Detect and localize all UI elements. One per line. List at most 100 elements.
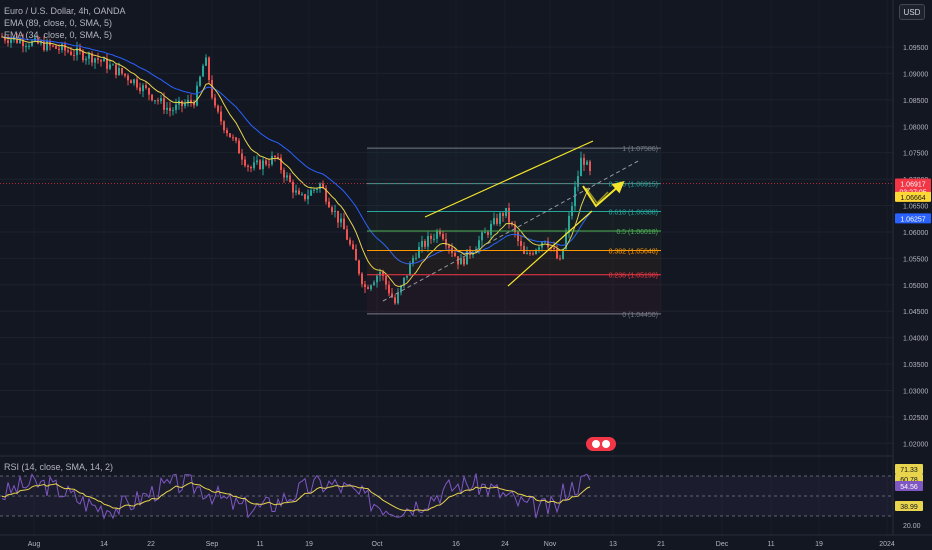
legend-ema34[interactable]: EMA (34, close, 0, SMA, 5) [4,30,113,40]
candle-body [229,133,231,138]
candle-body [412,258,414,264]
rsi-badge [895,501,923,511]
price-tick-label: 1.07500 [903,151,928,158]
fib-level-label: 0.5 (1.06018) [616,229,658,236]
candle-body [118,67,120,75]
candle-body [142,85,144,92]
candle-body [148,87,150,95]
candle-body [175,104,177,111]
fib-level-label: 0.382 (1.05648) [609,249,658,256]
candle-body [481,232,483,241]
time-axis[interactable]: Aug 14 22 Sep 11 19 Oct 16 24 Nov 13 21 Dec 11 19 2024 [0,534,932,548]
candle-body [496,218,498,224]
time-tick-label: 19 [305,541,313,548]
candle-body [190,99,192,103]
candle-body [385,275,387,285]
candle-body [361,273,363,285]
fib-zone [367,250,661,275]
candle-body [127,75,129,81]
candle-body [448,245,450,248]
candle-body [358,260,360,274]
candle-body [334,210,336,212]
candle-body [139,87,141,92]
candle-body [343,218,345,230]
candle-body [271,155,273,165]
candle-body [565,232,567,250]
candle-body [253,162,255,169]
rsi-tick-label: 20.00 [903,523,921,530]
legend-symbol[interactable]: Euro / U.S. Dollar, 4h, OANDA [4,6,126,16]
rsi-badge [895,464,923,474]
candle-body [196,85,198,106]
candle-body [340,218,342,223]
candle-body [31,40,33,46]
candle-body [10,39,12,43]
candle-body [520,241,522,246]
candle-body [328,201,330,208]
candle-body [265,160,267,165]
candle-body [331,207,333,212]
lower-trendline[interactable] [507,210,593,287]
candle-body [505,207,507,217]
economic-event-icon[interactable] [586,437,616,451]
legend-rsi[interactable]: RSI (14, close, SMA, 14, 2) [4,462,114,472]
currency-button[interactable]: USD [899,4,925,20]
candle-body [19,39,21,43]
candle-body [493,218,495,225]
rsi-badge-label: 38.99 [900,504,918,511]
fib-level-label: 1 (1.07586) [622,146,658,153]
time-tick-label: 16 [452,541,460,548]
projection-arrow-secondary[interactable] [585,187,609,205]
projection-arrow[interactable] [582,181,625,208]
rsi-ma-line [1,482,591,512]
time-tick-label: Sep [206,541,219,548]
candle-body [433,238,435,240]
candle-body [241,153,243,160]
candle-body [568,215,570,233]
candle-body [67,50,69,52]
candle-body [250,167,252,169]
candle-body [28,45,30,47]
candle-body [394,297,396,304]
candle-body [430,235,432,239]
candle-body [145,85,147,88]
candle-body [217,105,219,112]
candle-body [244,159,246,166]
candle-body [352,244,354,249]
candle-body [136,79,138,88]
candle-body [232,137,234,139]
candle-body [310,190,312,196]
legend-ema89[interactable]: EMA (89, close, 0, SMA, 5) [4,18,113,28]
upper-trendline[interactable] [424,140,594,218]
rsi-badge [895,481,923,491]
candle-body [7,40,9,43]
drawings[interactable] [382,140,641,302]
fib-zone [367,148,661,184]
candle-body [163,98,165,110]
candle-body [130,80,132,84]
candle-body [379,272,381,276]
candle-body [538,247,540,250]
price-axis[interactable]: 1.095001.090001.085001.080001.075001.070… [892,0,932,550]
fib-level-label: 0.618 (1.06388) [609,209,658,216]
candle-body [292,182,294,193]
candle-body [46,41,48,51]
fib-level-label: 0.236 (1.05190) [609,273,658,280]
price-badge-label: 1.06917 [900,181,925,188]
price-tick-label: 1.09000 [903,71,928,78]
candle-body [280,157,282,171]
candle-body [460,258,462,265]
candle-body [427,235,429,247]
candle-body [85,58,87,61]
time-tick-label: 24 [501,541,509,548]
rsi-pane [0,455,932,520]
candle-body [400,285,402,293]
price-tick-label: 1.09500 [903,45,928,52]
candle-body [91,53,93,63]
ema34-line [1,36,591,287]
candle-body [517,232,519,242]
candle-body [532,253,534,255]
candle-body [193,102,195,106]
